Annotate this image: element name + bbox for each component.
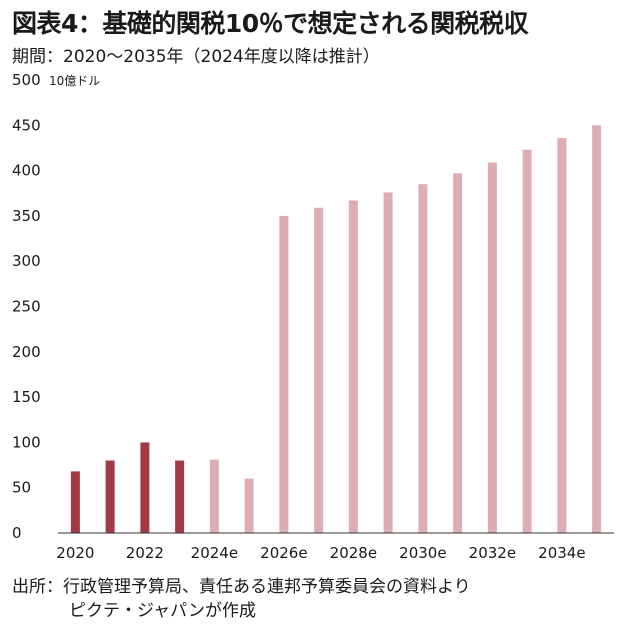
x-tick-label: 2032e bbox=[469, 544, 516, 562]
x-tick-label: 2034e bbox=[538, 544, 585, 562]
x-tick-label: 2024e bbox=[191, 544, 238, 562]
bar-2024e bbox=[209, 459, 219, 533]
x-tick-label: 2020 bbox=[56, 544, 94, 562]
bar-2031e bbox=[453, 173, 463, 533]
y-tick-label: 200 bbox=[12, 343, 41, 361]
source-note: 出所：行政管理予算局、責任ある連邦予算委員会の資料より ピクテ・ジャパンが作成 bbox=[12, 575, 471, 623]
y-tick-label: 150 bbox=[12, 388, 41, 406]
bar-2030e bbox=[418, 184, 428, 533]
y-tick-label: 350 bbox=[12, 207, 41, 225]
bar-2027e bbox=[314, 207, 324, 533]
bar-2033e bbox=[522, 149, 532, 533]
bar-2021 bbox=[105, 460, 115, 533]
bar-2029e bbox=[383, 192, 393, 533]
x-tick-label: 2030e bbox=[399, 544, 446, 562]
bar-2028e bbox=[348, 200, 358, 534]
x-tick-label: 2022 bbox=[126, 544, 164, 562]
bar-2023 bbox=[175, 460, 185, 533]
x-tick-label: 2028e bbox=[330, 544, 377, 562]
x-tick-label: 2026e bbox=[260, 544, 307, 562]
bar-2032e bbox=[487, 162, 497, 534]
bar-2035e bbox=[592, 125, 602, 534]
y-tick-label: 450 bbox=[12, 116, 41, 134]
y-tick-label: 300 bbox=[12, 252, 41, 270]
bar-2026e bbox=[279, 215, 289, 533]
bar-2020 bbox=[70, 471, 80, 533]
y-tick-label: 50 bbox=[12, 479, 31, 497]
y-tick-label: 500 bbox=[12, 71, 41, 89]
bar-2022 bbox=[140, 442, 150, 533]
source-line-2: ピクテ・ジャパンが作成 bbox=[69, 601, 256, 621]
chart-title: 図表4：基礎的関税10％で想定される関税税収 bbox=[12, 9, 529, 38]
source-line-1: 出所：行政管理予算局、責任ある連邦予算委員会の資料より bbox=[12, 577, 471, 597]
bar-2025e bbox=[244, 478, 254, 533]
y-tick-label: 100 bbox=[12, 433, 41, 451]
bar-2034e bbox=[557, 137, 567, 533]
y-axis-unit-label: 10億ドル bbox=[49, 74, 101, 88]
chart-subtitle: 期間：2020～2035年（2024年度以降は推計） bbox=[12, 47, 380, 67]
y-tick-label: 250 bbox=[12, 298, 41, 316]
y-tick-label: 0 bbox=[12, 524, 22, 542]
y-tick-label: 400 bbox=[12, 162, 41, 180]
